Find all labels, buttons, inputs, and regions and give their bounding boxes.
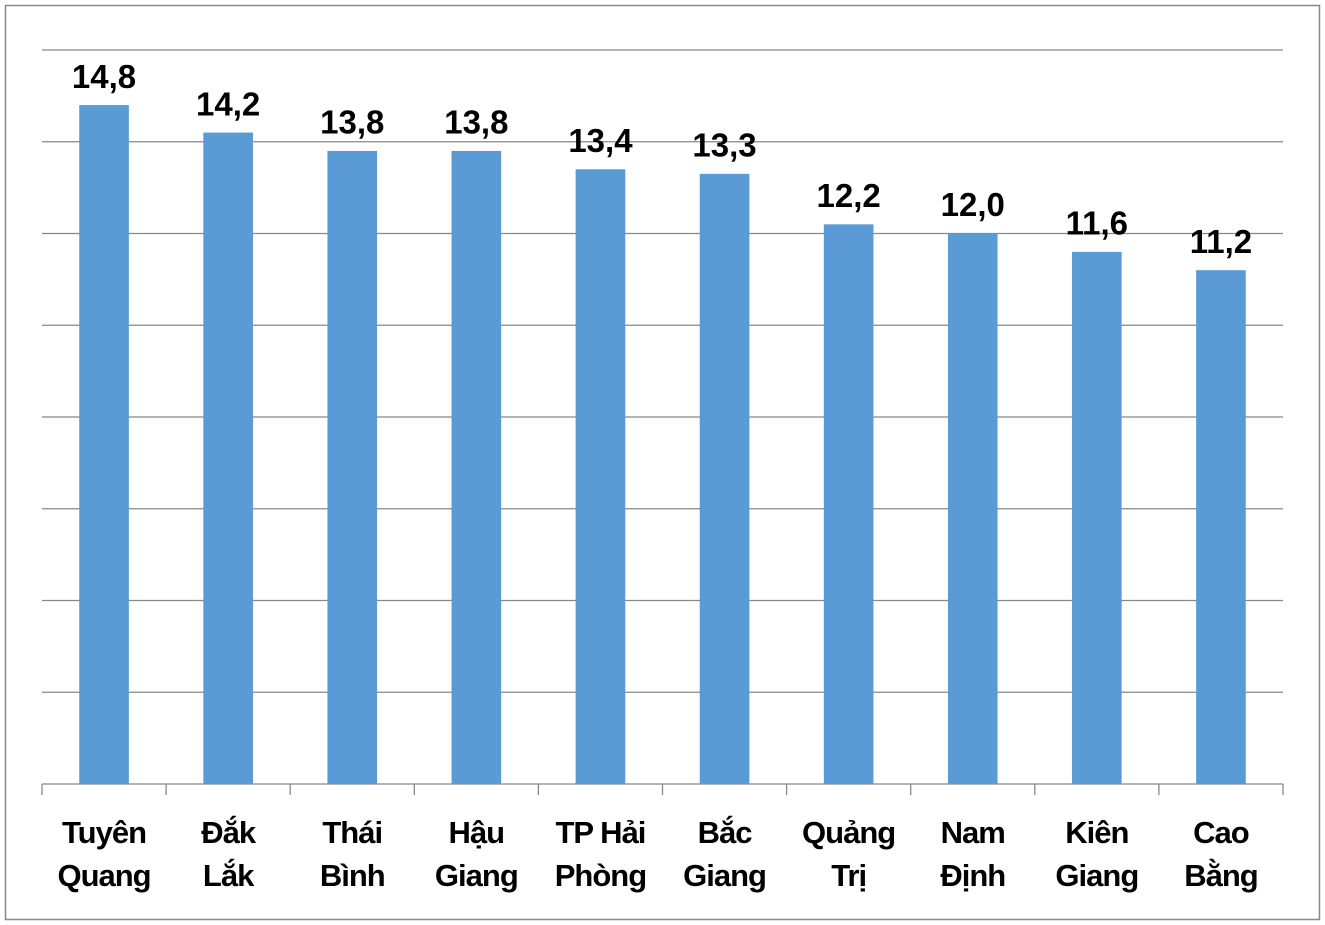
- bar: [699, 173, 750, 785]
- bar: [947, 233, 998, 784]
- value-label: 11,6: [1066, 205, 1128, 242]
- x-tick-label: Quảng Trị: [802, 815, 896, 893]
- value-label: 13,8: [320, 104, 384, 141]
- value-label: 14,8: [72, 58, 136, 95]
- bar: [823, 224, 874, 784]
- bar: [203, 132, 253, 784]
- x-tick-label: Bắc Giang: [683, 815, 767, 893]
- value-label: 12,0: [941, 186, 1005, 223]
- bar: [451, 150, 502, 785]
- value-label: 13,4: [568, 122, 633, 159]
- x-tick-label: TP Hải Phòng: [554, 815, 647, 893]
- x-tick-label: Cao Bằng: [1184, 815, 1259, 893]
- value-label: 11,2: [1190, 223, 1252, 260]
- x-tick-label: Thái Bình: [319, 815, 386, 893]
- x-tick-label: Kiên Giang: [1055, 815, 1139, 893]
- x-tick-label: Tuyên Quang: [57, 815, 151, 893]
- bar: [79, 105, 129, 785]
- bar: [327, 150, 378, 785]
- chart-frame: [4, 4, 1321, 921]
- value-label: 13,3: [692, 127, 756, 164]
- x-tick-label: Đắk Lắk: [201, 815, 256, 893]
- value-label: 13,8: [444, 104, 508, 141]
- bar: [1072, 251, 1122, 785]
- x-tick-label: Hậu Giang: [434, 815, 519, 893]
- x-tick-label: Nam Định: [940, 815, 1006, 893]
- value-label: 14,2: [196, 85, 260, 122]
- bar: [575, 169, 626, 784]
- bar: [1196, 270, 1246, 784]
- value-label: 12,2: [817, 177, 881, 214]
